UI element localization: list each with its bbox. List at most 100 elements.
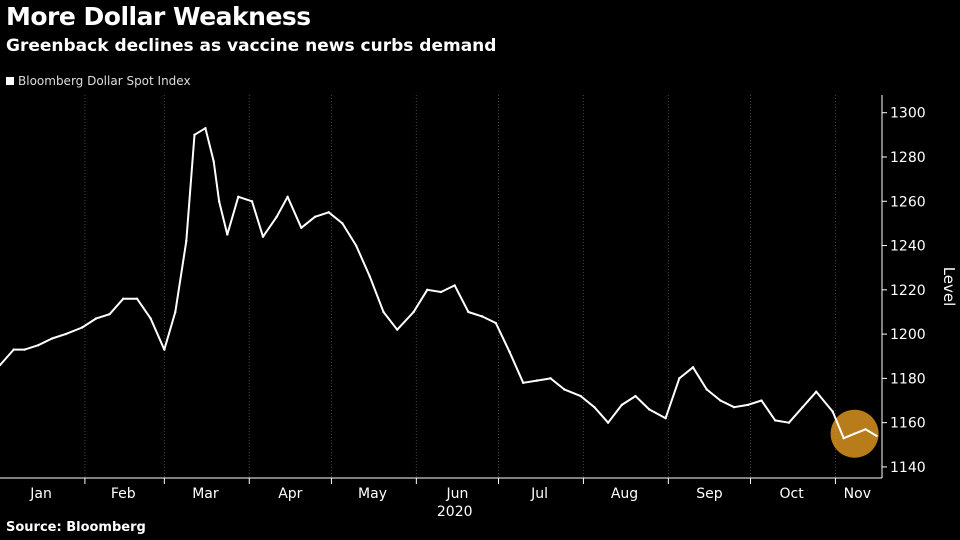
legend-label: Bloomberg Dollar Spot Index [18, 74, 191, 88]
data-point [842, 436, 845, 440]
x-tick-label: Feb [111, 486, 136, 502]
data-point [135, 297, 139, 300]
data-point [354, 244, 358, 247]
data-point [149, 317, 152, 320]
data-point [300, 226, 303, 230]
legend: Bloomberg Dollar Spot Index [6, 74, 191, 88]
data-point [705, 388, 708, 391]
data-point [217, 200, 221, 203]
data-point [549, 377, 552, 380]
data-point [250, 200, 254, 203]
data-point [382, 310, 385, 314]
data-point [691, 366, 695, 369]
legend-swatch [6, 77, 14, 85]
y-tick-label: 1200 [890, 327, 926, 343]
data-point [480, 315, 484, 318]
data-point [579, 394, 582, 398]
data-point [787, 421, 791, 424]
chart-title: More Dollar Weakness [6, 2, 311, 31]
data-point [368, 275, 371, 278]
x-tick-label: Sep [696, 486, 723, 502]
data-point [864, 428, 867, 431]
source-note: Source: Bloomberg [6, 520, 146, 535]
data-point [453, 284, 456, 287]
x-tick-label: Apr [278, 486, 302, 502]
y-tick-label: 1180 [890, 371, 926, 387]
y-tick-label: 1220 [890, 283, 926, 299]
y-axis-title: Level [940, 267, 958, 307]
data-point [746, 403, 749, 407]
data-point [521, 381, 525, 385]
data-point [508, 350, 511, 354]
y-tick-label: 1280 [890, 150, 926, 166]
x-tick-label: Jul [530, 486, 548, 502]
data-point [439, 290, 443, 294]
data-point [760, 399, 763, 402]
x-tick-label: Nov [844, 486, 871, 502]
data-point [678, 377, 681, 380]
data-point [37, 343, 40, 347]
data-point [831, 410, 834, 413]
data-point [647, 408, 651, 411]
data-point [237, 195, 240, 199]
data-point [606, 421, 610, 424]
data-point [664, 417, 667, 420]
y-tick-label: 1240 [890, 239, 926, 255]
data-point [853, 432, 856, 435]
data-point [732, 405, 736, 409]
y-tick-label: 1300 [890, 106, 926, 122]
data-point [719, 399, 722, 402]
data-point [535, 379, 539, 382]
y-tick-label: 1260 [890, 194, 926, 210]
data-point [494, 321, 497, 325]
y-tick-label: 1160 [890, 416, 926, 432]
data-point [261, 235, 265, 238]
data-point [634, 394, 637, 398]
data-point [801, 405, 804, 409]
x-tick-label: Jan [29, 486, 52, 502]
data-point [163, 348, 166, 351]
data-point [426, 288, 429, 292]
data-point [80, 326, 84, 329]
data-point [875, 434, 878, 438]
chart-subtitle: Greenback declines as vaccine news curbs… [6, 36, 497, 56]
data-point [341, 222, 344, 225]
data-point [108, 312, 111, 316]
data-point [12, 348, 15, 351]
data-point [226, 233, 229, 236]
x-tick-label: Jun [445, 486, 468, 502]
data-point [593, 405, 596, 409]
data-point [94, 317, 98, 320]
data-point [50, 337, 54, 340]
data-point [773, 419, 777, 422]
data-point [174, 310, 177, 314]
data-point [563, 388, 566, 391]
data-point [815, 390, 818, 393]
y-tick-label: 1140 [890, 460, 926, 476]
data-point [185, 239, 188, 243]
series-line [0, 127, 878, 440]
data-point [467, 310, 470, 314]
x-axis-title: 2020 [437, 504, 473, 520]
x-tick-label: Oct [779, 486, 804, 502]
data-point [327, 211, 330, 214]
data-point [122, 297, 125, 300]
x-tick-label: Aug [611, 486, 638, 502]
data-point [412, 310, 415, 314]
data-point [620, 403, 623, 407]
data-point [212, 160, 215, 163]
data-point [275, 215, 278, 218]
data-point [313, 215, 317, 218]
x-tick-label: Mar [192, 486, 219, 502]
x-tick-label: May [358, 486, 387, 502]
data-point [395, 328, 399, 331]
data-point [193, 133, 196, 137]
series-layer [0, 127, 878, 440]
data-point [23, 348, 26, 351]
data-point [64, 332, 67, 336]
data-point [286, 195, 289, 199]
grid-layer [84, 95, 836, 478]
axis-layer: Jan Feb Mar Apr May Jun Jul Aug Sep Oct Nov 2020 114… [0, 95, 958, 520]
data-point [204, 127, 207, 130]
data-point [0, 363, 2, 367]
